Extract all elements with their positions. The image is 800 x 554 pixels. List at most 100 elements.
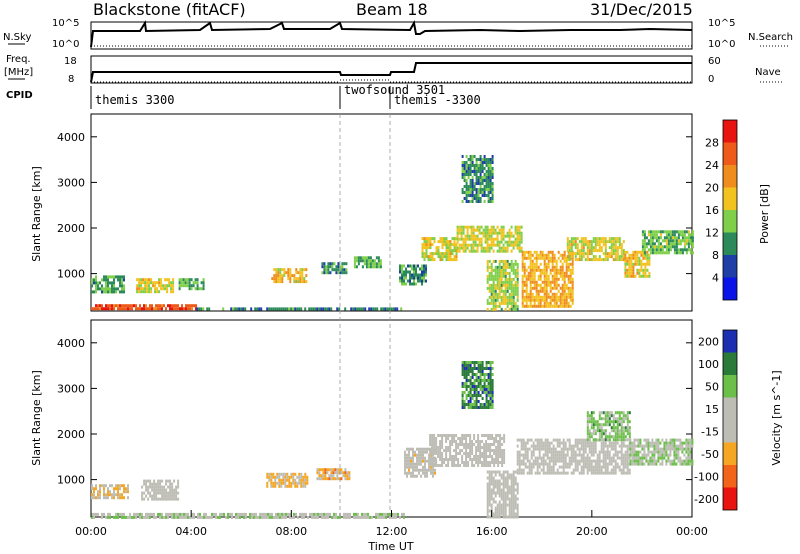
range-cell [521, 259, 524, 263]
range-cell [642, 262, 645, 266]
range-cell [490, 298, 493, 302]
range-cell [671, 447, 674, 451]
range-cell [689, 242, 692, 246]
range-cell [588, 252, 591, 256]
range-cell [502, 479, 505, 483]
range-cell [498, 506, 501, 510]
range-cell [506, 240, 509, 244]
range-cell [512, 488, 515, 492]
range-cell [600, 465, 603, 469]
range-cell [327, 265, 330, 269]
range-cell [567, 274, 570, 278]
range-cell [606, 438, 609, 442]
range-cell [592, 255, 595, 259]
range-cell [461, 443, 464, 446]
range-cell [681, 239, 684, 243]
range-cell [532, 459, 535, 463]
range-cell [538, 450, 541, 454]
range-cell [504, 512, 507, 516]
range-cell [320, 307, 323, 311]
range-cell [456, 240, 459, 244]
range-cell [500, 277, 503, 281]
range-cell [645, 236, 648, 240]
range-cell [616, 441, 619, 445]
range-cell [520, 234, 523, 238]
range-cell [671, 236, 674, 240]
range-cell [653, 248, 656, 252]
range-cell [101, 512, 103, 516]
range-cell [424, 450, 426, 454]
range-cell [143, 497, 146, 501]
colorbar-swatch [723, 352, 737, 375]
range-cell [514, 515, 517, 519]
range-cell [463, 446, 466, 449]
range-cell [523, 250, 526, 254]
range-cell [424, 459, 426, 463]
range-cell [563, 280, 566, 284]
range-cell [570, 243, 573, 247]
range-cell [489, 170, 492, 173]
range-cell [460, 231, 463, 235]
range-cell [307, 515, 309, 519]
range-cell [628, 259, 631, 263]
range-cell [550, 441, 553, 445]
range-cell [510, 268, 513, 272]
range-cell [488, 286, 491, 290]
range-cell [466, 225, 469, 229]
range-cell [418, 447, 420, 451]
range-cell [508, 485, 511, 489]
range-cell [149, 485, 152, 489]
range-cell [193, 515, 195, 519]
range-cell [643, 242, 646, 246]
range-cell [512, 298, 515, 302]
colorbar-swatch [723, 120, 737, 143]
range-cell [486, 237, 489, 241]
range-cell [612, 252, 615, 256]
range-cell [536, 462, 539, 466]
range-cell [158, 284, 161, 288]
range-cell [479, 461, 482, 464]
range-cell [477, 194, 480, 197]
range-cell [464, 225, 467, 229]
range-cell [553, 256, 556, 260]
range-cell [638, 271, 641, 275]
range-cell [628, 435, 631, 439]
range-cell [323, 268, 326, 272]
range-cell [404, 450, 406, 454]
range-cell [465, 182, 468, 185]
range-cell [301, 274, 304, 278]
range-cell [403, 512, 405, 516]
range-cell [427, 243, 430, 247]
range-cell [453, 258, 456, 262]
range-cell [285, 515, 287, 519]
range-cell [439, 255, 442, 259]
range-cell [456, 234, 459, 238]
range-cell [159, 491, 162, 495]
range-cell [633, 459, 636, 463]
range-cell [323, 262, 326, 266]
range-cell [276, 472, 279, 476]
range-cell [514, 479, 517, 483]
range-cell [606, 456, 609, 460]
range-cell [483, 167, 486, 170]
range-cell [683, 459, 686, 463]
range-cell [279, 274, 282, 278]
range-cell [569, 292, 572, 296]
range-cell [284, 481, 287, 485]
range-cell [628, 432, 631, 436]
range-cell [267, 515, 269, 519]
range-cell [481, 455, 484, 458]
range-cell [604, 471, 607, 475]
range-cell [159, 497, 162, 501]
range-cell [492, 298, 495, 302]
range-cell [547, 265, 550, 269]
range-cell [186, 278, 189, 282]
range-cell [369, 262, 372, 266]
range-cell [318, 468, 321, 472]
range-cell [596, 243, 599, 247]
range-cell [463, 437, 466, 440]
range-cell [661, 438, 664, 442]
range-cell [456, 231, 459, 235]
range-cell [486, 491, 489, 495]
range-cell [271, 515, 273, 519]
